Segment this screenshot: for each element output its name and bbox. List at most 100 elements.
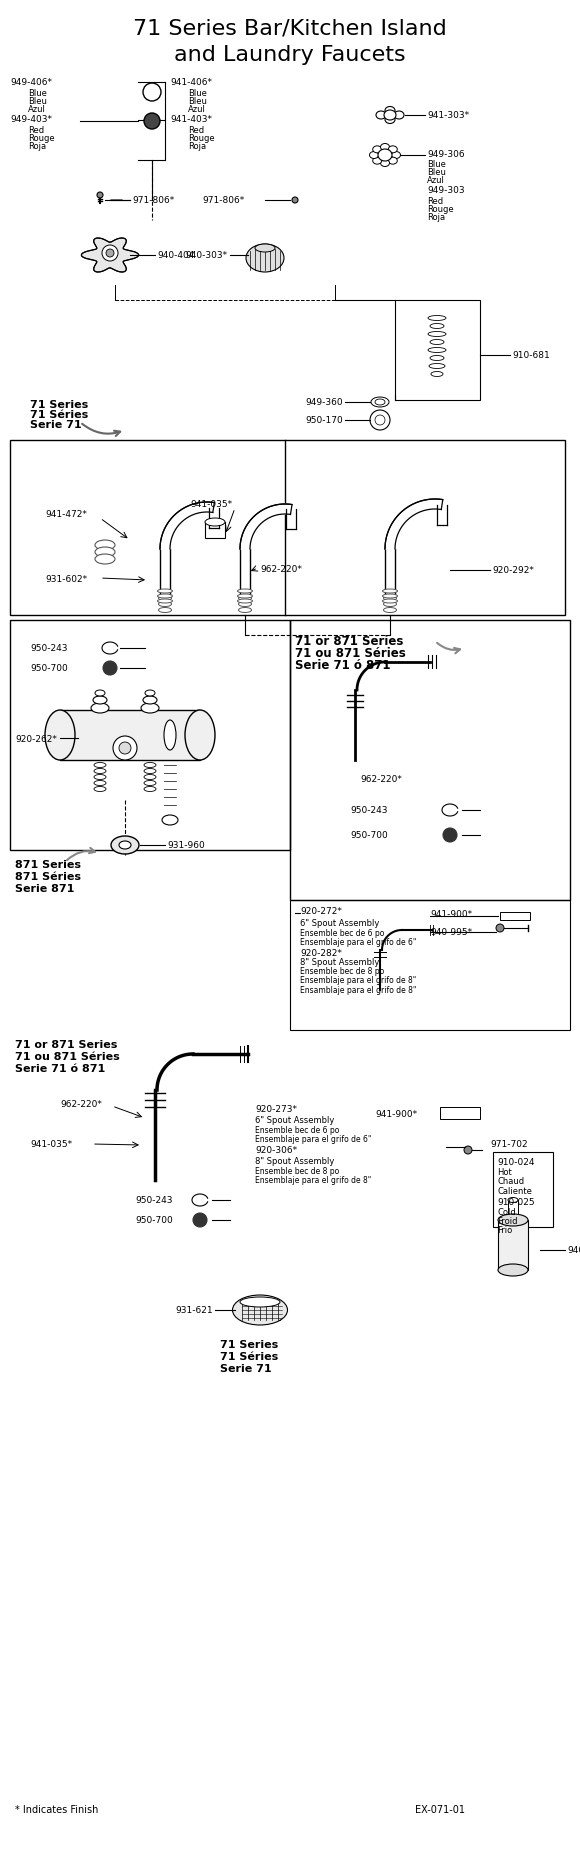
Bar [500, 911, 530, 920]
Ellipse shape [144, 774, 156, 780]
Circle shape [106, 248, 114, 257]
Text: Ensemble bec de 6 po: Ensemble bec de 6 po [300, 930, 385, 937]
Text: Roja: Roja [28, 143, 46, 152]
Circle shape [102, 244, 118, 261]
Bar [440, 1107, 480, 1119]
Ellipse shape [205, 519, 225, 526]
Text: 940-995*: 940-995* [430, 928, 472, 937]
Bar [493, 1152, 553, 1228]
Ellipse shape [394, 111, 404, 119]
Ellipse shape [375, 398, 385, 406]
Text: 940-404: 940-404 [157, 252, 194, 259]
Text: 71 or 871 Series: 71 or 871 Series [295, 635, 403, 648]
Ellipse shape [428, 348, 446, 352]
Text: 6" Spout Assembly: 6" Spout Assembly [255, 1117, 335, 1124]
Text: 950-243: 950-243 [135, 1196, 172, 1206]
Ellipse shape [371, 396, 389, 407]
Text: Red: Red [427, 196, 443, 206]
Ellipse shape [95, 554, 115, 565]
Ellipse shape [498, 1215, 528, 1226]
Text: Bleu: Bleu [188, 96, 207, 106]
Text: 950-243: 950-243 [30, 644, 67, 654]
Ellipse shape [143, 696, 157, 704]
Ellipse shape [158, 594, 172, 598]
Ellipse shape [158, 589, 172, 593]
Ellipse shape [141, 704, 159, 713]
Circle shape [464, 1146, 472, 1154]
Ellipse shape [383, 602, 397, 606]
Circle shape [143, 83, 161, 102]
Text: 920-262*: 920-262* [15, 735, 57, 745]
Text: 941-900*: 941-900* [430, 909, 472, 919]
Polygon shape [385, 498, 443, 548]
Ellipse shape [237, 594, 252, 598]
Text: 931-602*: 931-602* [45, 574, 87, 583]
Circle shape [443, 828, 457, 843]
Ellipse shape [498, 1265, 528, 1276]
Ellipse shape [373, 157, 382, 165]
Text: Bleu: Bleu [427, 169, 446, 178]
Ellipse shape [238, 607, 252, 613]
Text: and Laundry Faucets: and Laundry Faucets [174, 44, 406, 65]
Ellipse shape [240, 1296, 280, 1308]
Ellipse shape [162, 815, 178, 824]
Bar [10, 441, 565, 615]
Ellipse shape [93, 696, 107, 704]
Polygon shape [160, 548, 170, 594]
Text: * Indicates Finish: * Indicates Finish [15, 1806, 99, 1815]
Polygon shape [81, 239, 139, 272]
Ellipse shape [373, 146, 382, 154]
Text: 941-403*: 941-403* [170, 115, 212, 124]
Ellipse shape [185, 709, 215, 759]
Text: 920-282*: 920-282* [300, 948, 342, 957]
Ellipse shape [94, 780, 106, 785]
Ellipse shape [238, 602, 252, 606]
Text: Bleu: Bleu [28, 96, 47, 106]
Ellipse shape [144, 769, 156, 774]
Ellipse shape [428, 332, 446, 337]
Text: 940-303*: 940-303* [186, 252, 228, 259]
Text: 949-303: 949-303 [427, 185, 465, 194]
Text: Azul: Azul [28, 106, 46, 115]
Bar [498, 1220, 528, 1270]
Circle shape [375, 415, 385, 424]
Text: 71 Séries: 71 Séries [220, 1352, 278, 1361]
Ellipse shape [94, 769, 106, 774]
Ellipse shape [392, 152, 401, 159]
Text: Caliente: Caliente [497, 1187, 532, 1196]
Ellipse shape [164, 720, 176, 750]
Ellipse shape [95, 546, 115, 557]
Ellipse shape [158, 596, 172, 600]
Text: 71 ou 871 Séries: 71 ou 871 Séries [295, 646, 406, 659]
Text: 8" Spout Assembly: 8" Spout Assembly [300, 957, 379, 967]
Text: Rouge: Rouge [188, 133, 215, 143]
Text: 941-406*: 941-406* [170, 78, 212, 87]
Ellipse shape [380, 143, 390, 150]
Text: Ensemble bec de 8 po: Ensemble bec de 8 po [255, 1167, 339, 1176]
Text: Red: Red [28, 126, 44, 135]
Circle shape [370, 409, 390, 430]
Text: 871 Séries: 871 Séries [15, 872, 81, 882]
Ellipse shape [380, 159, 390, 167]
Text: 949-403*: 949-403* [10, 115, 52, 124]
Bar [10, 620, 290, 850]
Text: EX-071-01: EX-071-01 [415, 1806, 465, 1815]
Bar [290, 900, 570, 1030]
Text: Chaud: Chaud [497, 1178, 524, 1185]
Ellipse shape [233, 1295, 288, 1324]
Ellipse shape [95, 691, 105, 696]
Text: 971-702: 971-702 [490, 1141, 528, 1148]
Text: Serie 871: Serie 871 [15, 883, 74, 895]
Text: 920-272*: 920-272* [300, 907, 342, 917]
Text: Rouge: Rouge [28, 133, 55, 143]
Bar [395, 300, 480, 400]
Text: Roja: Roja [188, 143, 206, 152]
Bar [205, 522, 225, 537]
Ellipse shape [428, 315, 446, 320]
Ellipse shape [388, 146, 397, 154]
Text: 941-035*: 941-035* [190, 500, 232, 509]
Text: Ensemblaje para el grifo de 6": Ensemblaje para el grifo de 6" [300, 937, 416, 946]
Ellipse shape [94, 763, 106, 767]
Ellipse shape [158, 602, 172, 606]
Text: Ensemblaje para el grifo de 8": Ensemblaje para el grifo de 8" [255, 1176, 371, 1185]
